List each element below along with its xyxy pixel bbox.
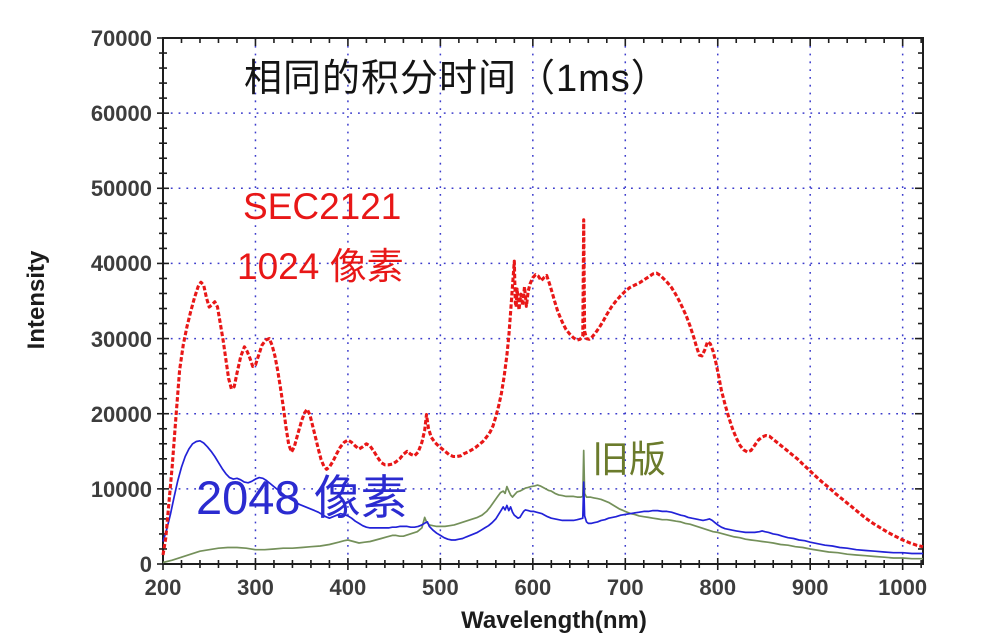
y-tick-label: 20000 (90, 401, 152, 427)
y-tick-label: 40000 (90, 251, 152, 277)
x-tick-label: 700 (606, 575, 644, 600)
x-tick-label: 500 (422, 575, 459, 600)
x-tick-label: 600 (514, 575, 552, 600)
x-tick-label: 200 (144, 575, 182, 600)
series-line-1 (162, 439, 923, 555)
y-tick-label: 60000 (90, 101, 152, 127)
plot-frame (162, 37, 924, 565)
x-tick-label: 1000 (878, 575, 928, 600)
y-tick-label: 50000 (90, 176, 152, 202)
y-tick-label: 0 (139, 552, 152, 577)
green-series-label: 旧版 (592, 439, 666, 480)
y-tick-label: 30000 (90, 326, 152, 352)
y-tick-label: 70000 (90, 26, 152, 51)
red-series-label-line2: 1024 像素 (237, 246, 404, 287)
chart-title: 相同的积分时间（1ms） (244, 58, 670, 100)
x-tick-label: 900 (791, 575, 829, 600)
blue-series-label: 2048 像素 (196, 471, 408, 524)
series-line-2 (161, 218, 924, 556)
x-tick-label: 400 (329, 575, 367, 600)
red-series-label-line1: SEC2121 (243, 186, 402, 227)
x-tick-label: 300 (237, 575, 274, 600)
x-axis-title: Wavelength(nm) (461, 607, 647, 634)
series-line-0 (162, 449, 923, 564)
y-tick-label: 10000 (90, 476, 152, 502)
x-tick-label: 800 (699, 575, 737, 600)
y-axis-title: Intensity (23, 250, 50, 350)
